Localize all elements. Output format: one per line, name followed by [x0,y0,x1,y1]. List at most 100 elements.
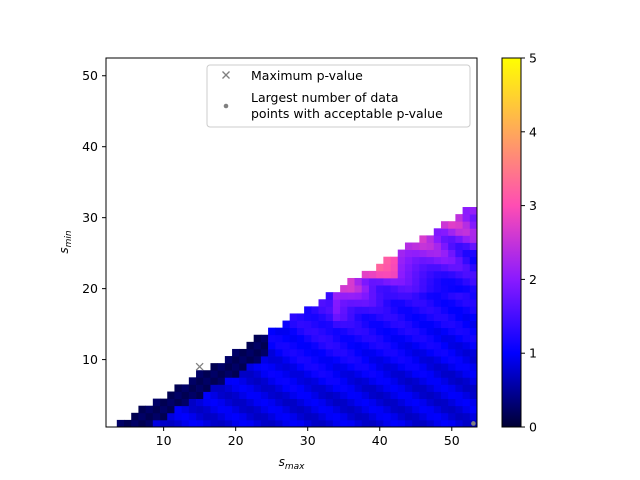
heatmap-cell [448,384,456,392]
heatmap-cell [347,412,355,421]
heatmap-cell [246,398,255,407]
heatmap-cell [361,377,370,385]
heatmap-cell [455,334,463,343]
heatmap-cell [340,320,348,329]
heatmap-cell [455,391,463,400]
heatmap-cell [347,363,355,371]
heatmap-cell [368,334,377,343]
heatmap-cell [282,327,291,336]
heatmap-cell [282,405,291,414]
heatmap-cell [433,412,442,421]
heatmap-cell [239,377,247,385]
heatmap-cell [203,405,211,414]
heatmap-cell [217,405,226,414]
heatmap-cell [340,348,348,357]
heatmap-cell [419,384,427,392]
x-tick-label: 50 [444,433,460,448]
heatmap-cell [138,405,147,414]
heatmap-cell [426,263,435,272]
heatmap-cell [196,384,204,392]
heatmap-cell [383,377,391,385]
heatmap-cell [376,377,384,385]
heatmap-cell [347,348,355,357]
heatmap-cell [462,285,471,293]
heatmap-cell [282,377,291,385]
heatmap-cell [289,384,298,392]
heatmap-cell [304,384,312,392]
heatmap-cell [383,363,391,371]
heatmap-cell [268,370,276,378]
heatmap-cell [361,384,370,392]
heatmap-cell [419,277,427,286]
heatmap-cell [138,419,147,428]
heatmap-cell [433,348,442,357]
heatmap-cell [368,313,377,321]
heatmap-cell [426,292,435,300]
heatmap-cell [433,341,442,350]
heatmap-cell [404,256,413,265]
heatmap-cell [368,320,377,329]
heatmap-cell [390,370,399,378]
heatmap-cell [289,363,298,371]
heatmap-cell [390,341,399,350]
heatmap-cell [347,341,355,350]
heatmap-cell [383,292,391,300]
heatmap-cell [217,377,226,385]
heatmap-cell [131,412,139,421]
heatmap-cell [347,377,355,385]
heatmap-cell [469,299,478,307]
heatmap-cell [296,348,305,357]
heatmap-cell [311,405,319,414]
heatmap-cell [332,348,341,357]
heatmap-cell [203,412,211,421]
heatmap-cell [340,334,348,343]
x-tick-label: 20 [228,433,244,448]
colorbar-tick-label: 5 [529,51,537,66]
heatmap-cell [376,370,384,378]
heatmap-cell [433,398,442,407]
legend-label-max-pvalue: Maximum p-value [251,68,363,83]
heatmap-cell [433,270,442,279]
heatmap-cell [347,306,355,314]
heatmap-cell [361,348,370,357]
heatmap-cell [268,356,276,364]
heatmap-cell [397,263,406,272]
heatmap-cell [433,419,442,428]
heatmap-cell [325,363,334,371]
heatmap-cell [232,348,240,357]
heatmap-cell [361,299,370,307]
colorbar-tick-label: 0 [529,420,537,435]
heatmap-cell [210,377,219,385]
heatmap-cell [448,348,456,357]
heatmap-cell [304,391,312,400]
heatmap-cell [462,363,471,371]
heatmap-cell [448,263,456,272]
heatmap-cell [397,334,406,343]
heatmap-cell [462,370,471,378]
heatmap-cell [397,370,406,378]
heatmap-cell [332,327,341,336]
heatmap-cell [448,327,456,336]
heatmap-cell [347,356,355,364]
heatmap-cell [275,348,283,357]
heatmap-cell [419,398,427,407]
heatmap-cell [419,419,427,428]
heatmap-cell [376,263,384,272]
heatmap-cell [181,384,190,392]
heatmap-cell [181,405,190,414]
heatmap-cell [282,419,291,428]
heatmap-cell [232,405,240,414]
heatmap-cell [124,419,132,428]
heatmap-cell [253,391,262,400]
heatmap-cell [332,405,341,414]
heatmap-cell [376,285,384,293]
heatmap-cell [455,398,463,407]
heatmap-cell [361,320,370,329]
heatmap-cell [469,391,478,400]
heatmap-cell [181,419,190,428]
colorbar: 0 1 2 3 4 5 [501,51,537,435]
heatmap-cell [296,356,305,364]
heatmap-cell [383,285,391,293]
heatmap-cell [332,398,341,407]
heatmap-cell [462,214,471,222]
